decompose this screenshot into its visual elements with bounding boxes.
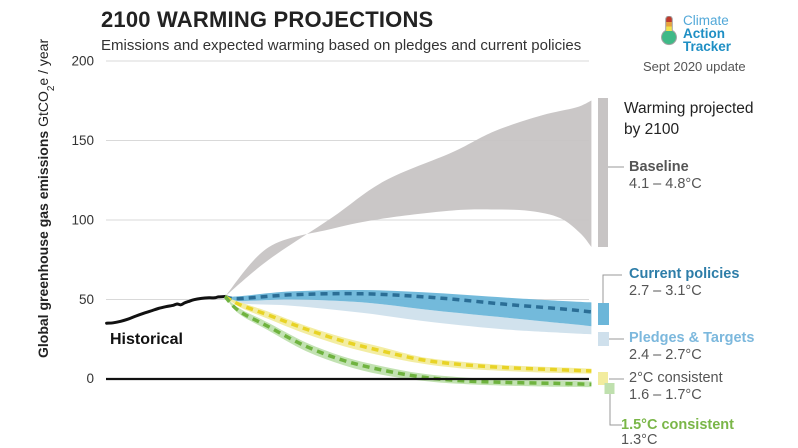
svg-text:200: 200 [71, 54, 94, 69]
svg-text:0: 0 [86, 371, 94, 386]
svg-text:100: 100 [71, 213, 94, 228]
svg-text:150: 150 [71, 133, 94, 148]
svg-text:50: 50 [79, 292, 94, 307]
